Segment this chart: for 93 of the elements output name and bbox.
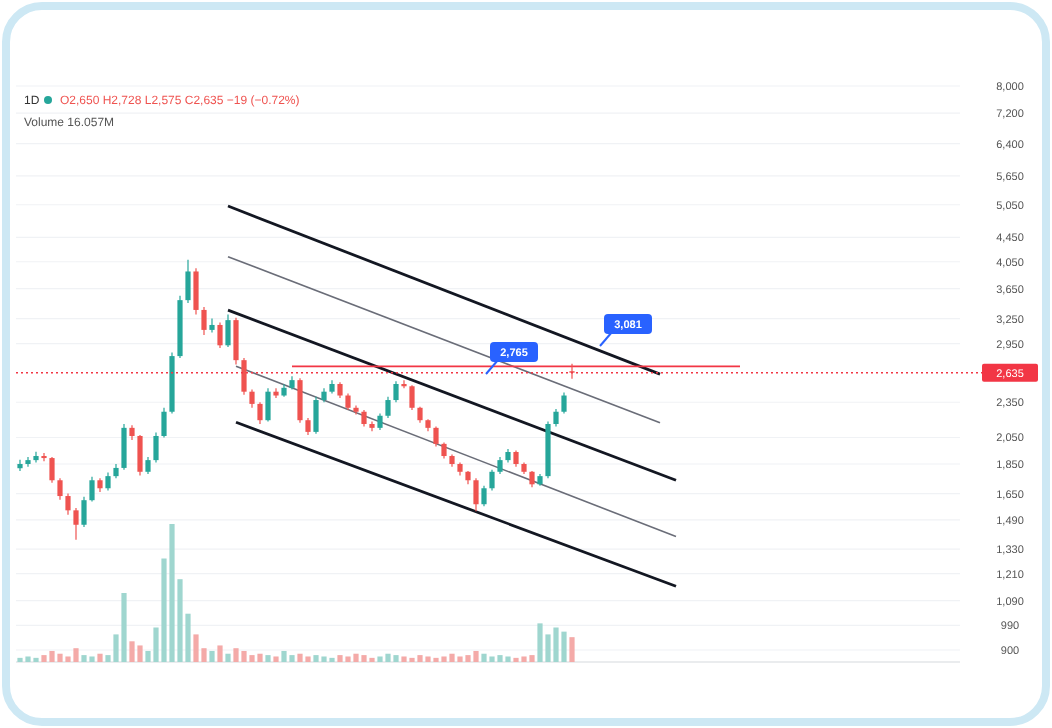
bar <box>289 655 295 662</box>
candlestick <box>217 321 223 349</box>
bar <box>353 653 359 662</box>
candlestick <box>65 492 71 516</box>
candlestick <box>353 404 359 416</box>
bar <box>561 631 567 662</box>
bar <box>49 650 55 662</box>
bar <box>465 655 471 662</box>
bar <box>137 645 143 662</box>
candlestick <box>561 391 567 415</box>
bar <box>521 656 527 662</box>
bar <box>481 653 487 662</box>
bar <box>449 653 455 662</box>
bar <box>473 650 479 662</box>
candlestick <box>41 452 47 462</box>
bar <box>337 655 343 662</box>
bar <box>241 650 247 662</box>
bar <box>297 653 303 662</box>
candlestick <box>241 357 247 396</box>
candlestick <box>569 363 575 380</box>
candlestick <box>409 384 415 411</box>
candlestick <box>49 456 55 484</box>
candlestick <box>385 396 391 419</box>
bar <box>257 653 263 662</box>
bar <box>569 637 575 662</box>
candlestick <box>401 379 407 389</box>
candlestick <box>209 317 215 333</box>
bar <box>425 656 431 662</box>
bar <box>249 655 255 662</box>
candlestick <box>89 476 95 503</box>
candlestick <box>313 396 319 435</box>
candlestick <box>433 425 439 448</box>
candlestick <box>81 496 87 528</box>
bar <box>193 634 199 662</box>
candlestick <box>297 377 303 424</box>
bar <box>393 655 399 662</box>
bar <box>233 648 239 662</box>
bar <box>73 648 79 662</box>
bar <box>217 645 223 662</box>
candlestick <box>25 456 31 468</box>
candlestick <box>249 388 255 409</box>
bar <box>65 656 71 662</box>
bar <box>97 653 103 662</box>
candlestick <box>225 313 231 348</box>
candlestick <box>201 306 207 336</box>
bar <box>81 655 87 662</box>
candlestick <box>257 401 263 425</box>
candlestick <box>185 259 191 304</box>
bar <box>401 656 407 662</box>
bar <box>497 655 503 662</box>
bar <box>89 656 95 662</box>
bar <box>345 656 351 662</box>
candlestick <box>273 387 279 399</box>
bar <box>529 655 535 662</box>
bar <box>417 655 423 662</box>
bar <box>553 627 559 662</box>
candlestick <box>121 423 127 471</box>
bar <box>305 656 311 662</box>
bar <box>265 655 271 662</box>
bar <box>281 650 287 662</box>
candlestick <box>161 407 167 439</box>
bar <box>377 656 383 662</box>
bar <box>457 656 463 662</box>
bar <box>537 623 543 662</box>
bar <box>169 524 175 662</box>
candlestick <box>265 387 271 423</box>
candlestick <box>137 434 143 476</box>
bar <box>129 641 135 662</box>
bar <box>273 656 279 662</box>
candlestick <box>73 507 79 541</box>
candlestick <box>153 431 159 464</box>
bar <box>225 653 231 662</box>
candlestick <box>193 267 199 316</box>
bar <box>209 650 215 662</box>
candlestick <box>489 469 495 492</box>
candlestick <box>17 459 23 472</box>
bar <box>361 655 367 662</box>
bar <box>505 656 511 662</box>
candlestick <box>233 317 239 366</box>
candlestick <box>33 451 39 464</box>
bar <box>57 653 63 662</box>
candlestick <box>57 477 63 501</box>
bar <box>441 656 447 662</box>
bar <box>385 653 391 662</box>
bar <box>321 656 327 662</box>
bar <box>25 656 31 662</box>
candlestick <box>481 485 487 507</box>
bar <box>41 655 47 662</box>
bar <box>489 656 495 662</box>
bar <box>121 593 127 662</box>
bar <box>313 655 319 662</box>
candlestick <box>473 477 479 512</box>
candlestick <box>393 380 399 403</box>
